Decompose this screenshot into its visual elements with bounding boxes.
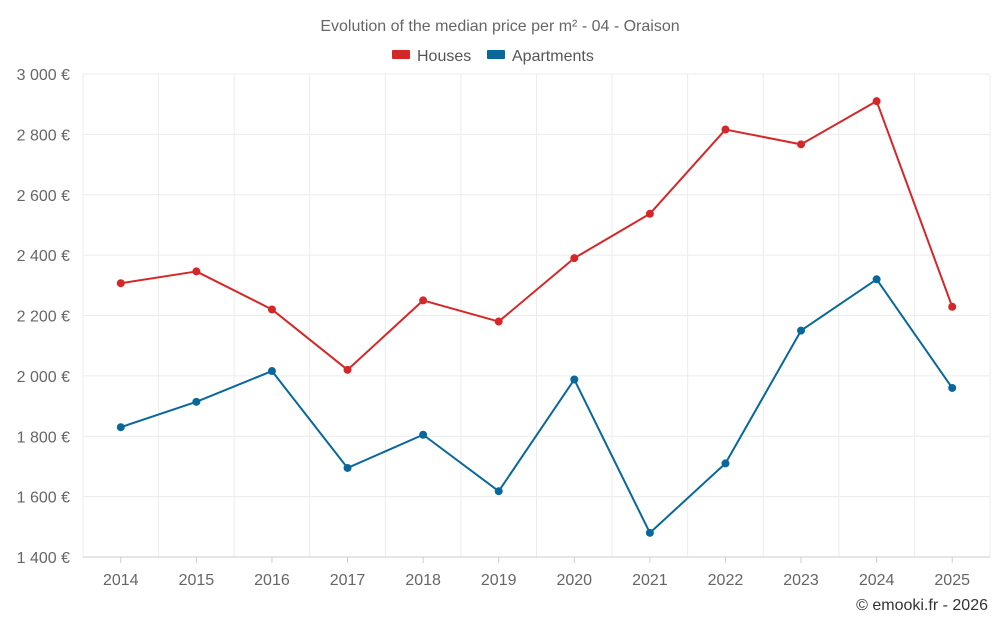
y-tick-label: 2 800 € xyxy=(17,127,70,144)
x-tick-label: 2019 xyxy=(481,572,517,589)
legend-swatch-houses xyxy=(392,50,410,59)
series-line-houses xyxy=(119,100,954,371)
x-tick-label: 2020 xyxy=(556,572,592,589)
data-point-houses[interactable] xyxy=(872,97,881,106)
grid-lines xyxy=(82,73,991,558)
data-point-apartments[interactable] xyxy=(721,459,730,468)
data-point-apartments[interactable] xyxy=(494,487,503,496)
legend-label-apartments: Apartments xyxy=(512,48,594,65)
data-point-houses[interactable] xyxy=(494,317,503,326)
data-point-houses[interactable] xyxy=(721,125,730,134)
credit-text: © emooki.fr - 2026 xyxy=(856,597,988,614)
data-point-houses[interactable] xyxy=(948,302,957,311)
data-point-houses[interactable] xyxy=(192,267,201,276)
data-point-apartments[interactable] xyxy=(797,326,806,335)
y-tick-label: 2 400 € xyxy=(17,248,70,265)
data-point-apartments[interactable] xyxy=(116,423,125,432)
legend-item-houses[interactable]: Houses xyxy=(392,48,471,65)
data-point-houses[interactable] xyxy=(419,296,428,305)
x-tick-label: 2025 xyxy=(934,572,970,589)
data-point-houses[interactable] xyxy=(645,209,654,218)
data-point-houses[interactable] xyxy=(343,365,352,374)
x-tick-label: 2021 xyxy=(632,572,668,589)
series-line-apartments xyxy=(119,278,954,534)
data-point-apartments[interactable] xyxy=(343,463,352,472)
series-houses xyxy=(116,97,957,374)
x-tick-label: 2018 xyxy=(405,572,441,589)
chart-title: Evolution of the median price per m² - 0… xyxy=(320,18,679,35)
data-point-houses[interactable] xyxy=(797,140,806,149)
legend-swatch-apartments xyxy=(487,50,505,59)
x-tick-label: 2015 xyxy=(179,572,215,589)
y-tick-label: 1 400 € xyxy=(17,550,70,567)
x-axis: 2014 2015 2016 2017 2018 2019 2020 2021 2022 2023… xyxy=(83,556,990,589)
x-tick-label: 2014 xyxy=(103,572,139,589)
x-tick-label: 2016 xyxy=(254,572,290,589)
series-layer xyxy=(116,97,957,537)
y-tick-label: 1 600 € xyxy=(17,490,70,507)
x-tick-label: 2024 xyxy=(859,572,895,589)
data-point-houses[interactable] xyxy=(267,305,276,314)
y-tick-label: 2 000 € xyxy=(17,369,70,386)
y-axis: 1 400 € 1 600 € 1 800 € 2 000 € 2 200 € 2 400… xyxy=(17,67,70,567)
x-tick-label: 2023 xyxy=(783,572,819,589)
y-tick-label: 2 200 € xyxy=(17,309,70,326)
legend-label-houses: Houses xyxy=(417,48,471,65)
legend-item-apartments[interactable]: Apartments xyxy=(487,48,594,65)
series-apartments xyxy=(116,275,957,537)
data-point-apartments[interactable] xyxy=(872,275,881,284)
y-tick-label: 2 600 € xyxy=(17,188,70,205)
data-point-apartments[interactable] xyxy=(267,367,276,376)
data-point-apartments[interactable] xyxy=(948,383,957,392)
x-tick-label: 2022 xyxy=(708,572,744,589)
y-tick-label: 1 800 € xyxy=(17,429,70,446)
x-tick-label: 2017 xyxy=(330,572,366,589)
data-point-apartments[interactable] xyxy=(645,528,654,537)
legend: Houses Apartments xyxy=(392,48,594,65)
data-point-apartments[interactable] xyxy=(570,375,579,384)
data-point-apartments[interactable] xyxy=(192,397,201,406)
data-point-houses[interactable] xyxy=(116,279,125,288)
y-tick-label: 3 000 € xyxy=(17,67,70,84)
data-point-apartments[interactable] xyxy=(419,430,428,439)
data-point-houses[interactable] xyxy=(570,254,579,263)
